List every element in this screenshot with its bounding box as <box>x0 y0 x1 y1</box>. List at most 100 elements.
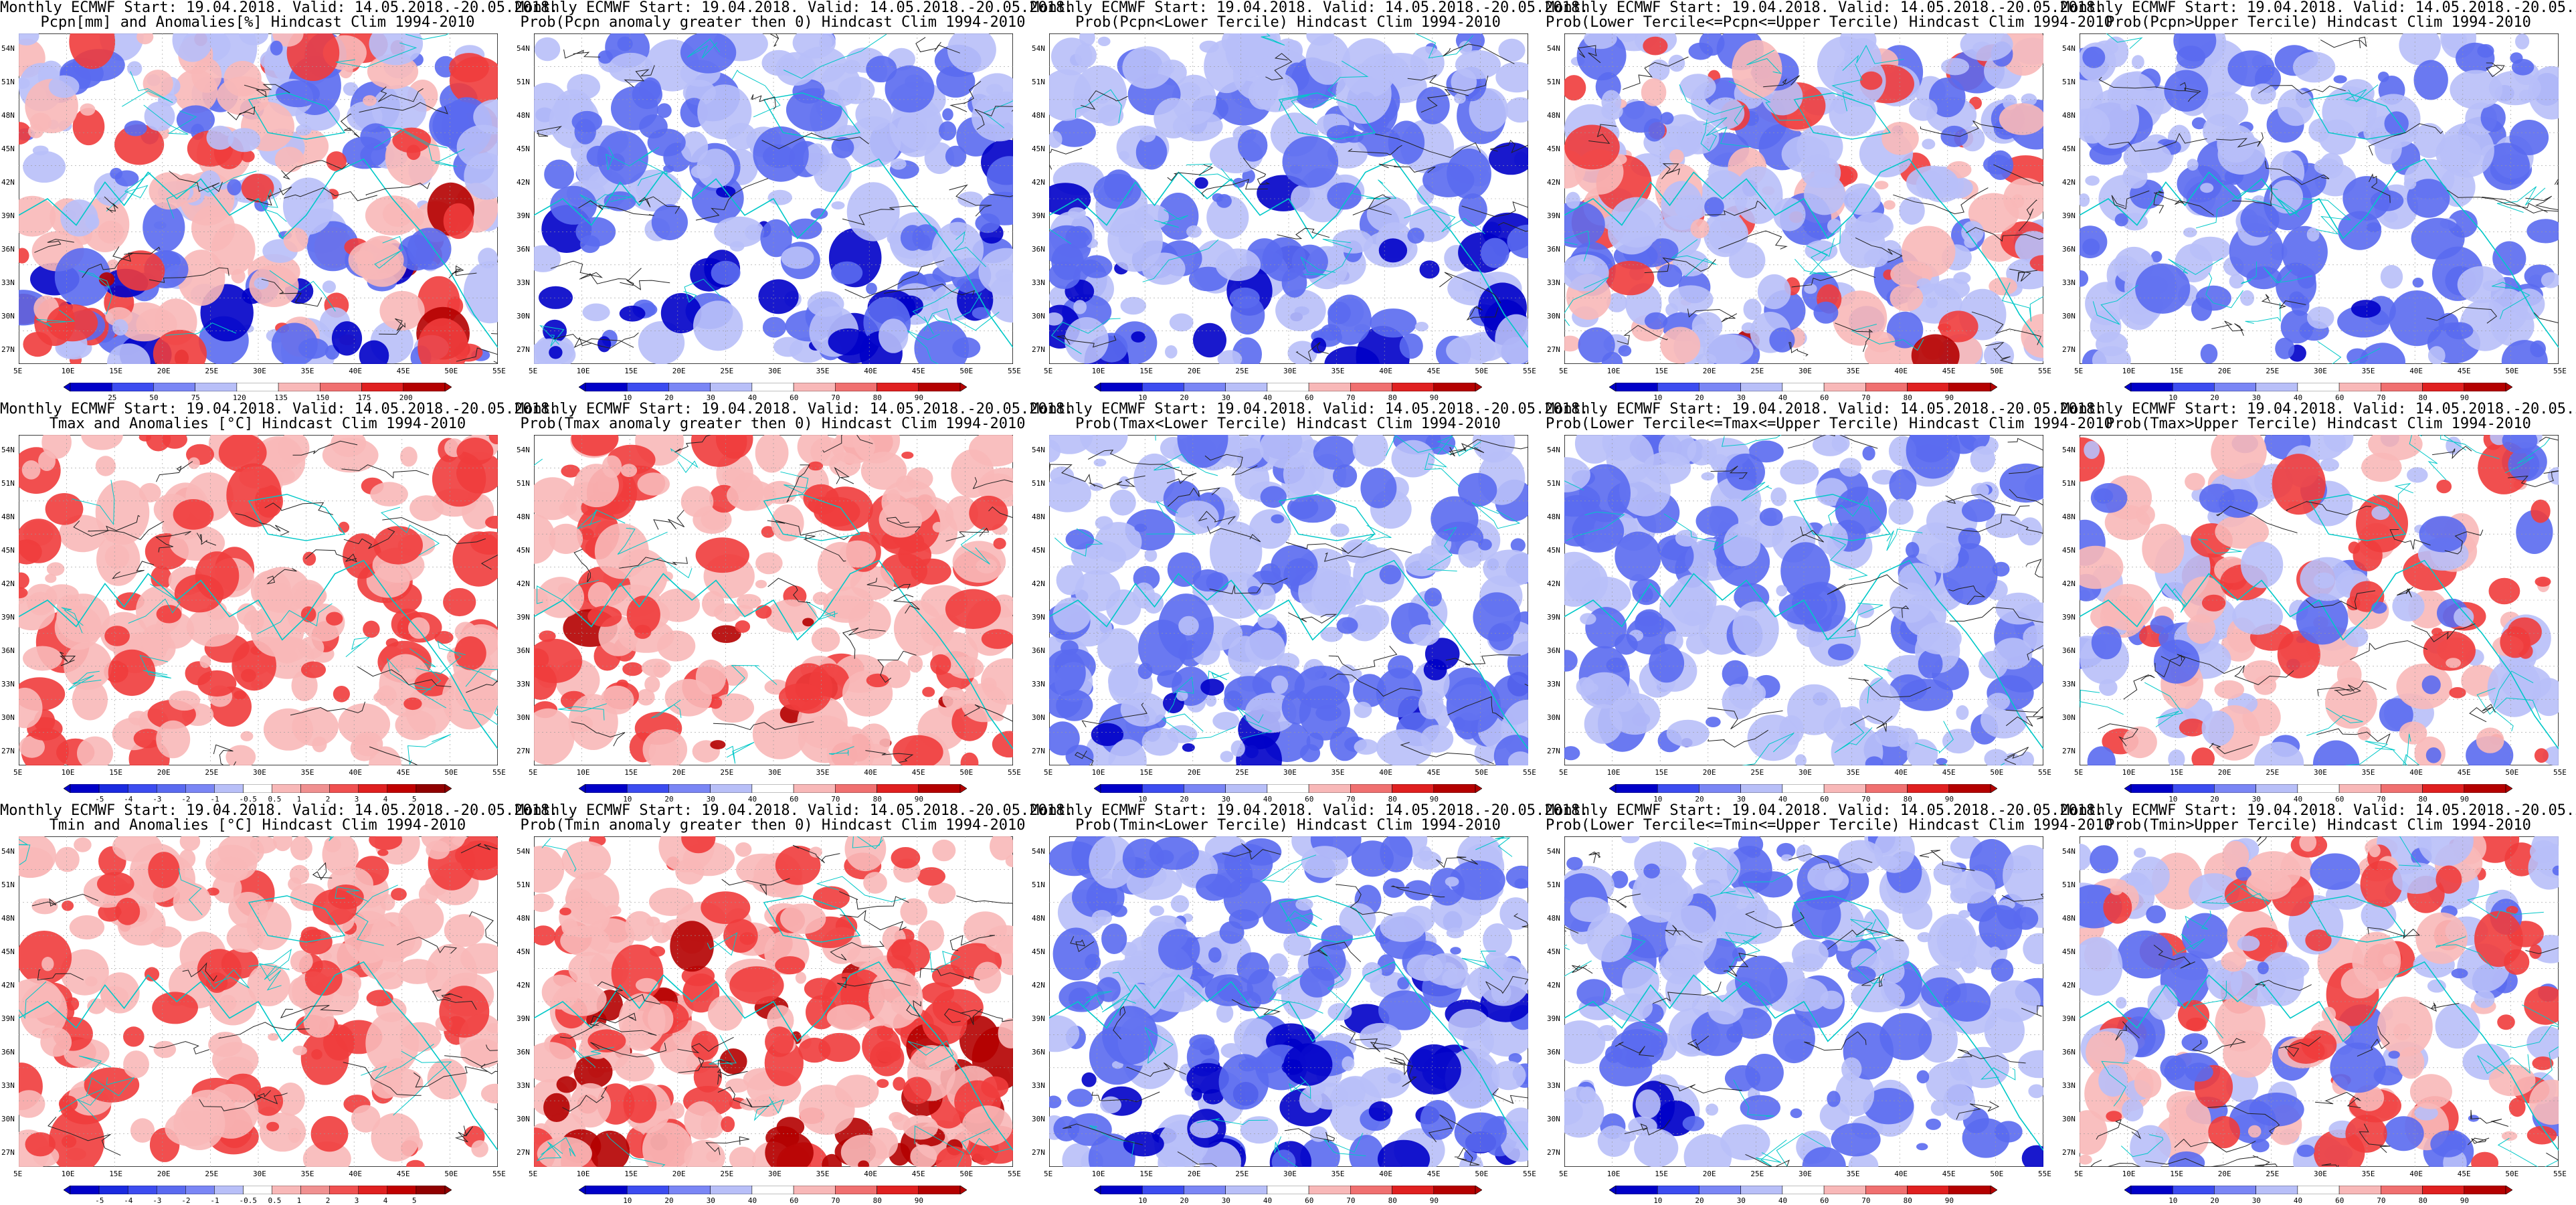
field-cell <box>582 303 610 322</box>
lat-tick-label: 48N <box>2062 513 2076 521</box>
lat-tick-label: 30N <box>1547 312 1560 320</box>
lat-tick-label: 30N <box>517 713 530 722</box>
colorbar-swatch <box>1308 1186 1351 1194</box>
field-cell <box>226 463 282 527</box>
field-cell <box>231 269 246 284</box>
field-cell <box>1283 933 1311 956</box>
field-cell <box>1431 496 1479 542</box>
field-cell <box>2202 91 2249 127</box>
field-cell <box>1933 860 1962 886</box>
lon-tick-label: 30E <box>1283 367 1297 375</box>
field-cell <box>2232 597 2283 635</box>
field-cell <box>1839 33 1877 56</box>
field-cell <box>1049 841 1101 876</box>
colorbar-label: 90 <box>2460 1196 2470 1205</box>
field-cell <box>1860 71 1883 90</box>
colorbar-label: 60 <box>1305 1196 1314 1205</box>
colorbar-swatch <box>2422 383 2465 391</box>
colorbar-label: 80 <box>1903 795 1912 804</box>
field-cell <box>241 173 274 203</box>
field-cell <box>1642 876 1693 913</box>
field-cell <box>693 300 743 351</box>
field-cell <box>626 595 660 634</box>
field-cell <box>2320 458 2339 472</box>
colorbar-swatch <box>185 1186 215 1194</box>
field-cell <box>735 842 752 857</box>
field-cell <box>116 250 165 291</box>
field-cell <box>1075 570 1121 612</box>
field-cell <box>1685 632 1710 654</box>
map-panel: Monthly ECMWF Start: 19.04.2018. Valid: … <box>2061 803 2576 1205</box>
field-cell <box>890 158 907 170</box>
field-cell <box>559 907 571 916</box>
field-cell <box>1135 134 1168 170</box>
field-cell <box>1918 649 1943 679</box>
coastline <box>1049 559 1528 749</box>
field-cell <box>1450 947 1461 955</box>
field-cell <box>133 729 162 749</box>
colorbar-swatch <box>2297 383 2340 391</box>
colorbar-label: 80 <box>872 795 882 804</box>
field-cell <box>1759 507 1783 527</box>
field-cell <box>2321 1006 2336 1022</box>
field-cell <box>414 671 451 697</box>
field-cell <box>1792 890 1841 939</box>
colorbar-swatch <box>2256 784 2298 793</box>
field-cell <box>2136 504 2155 525</box>
field-cell <box>1093 173 1141 209</box>
lon-tick-label: 20E <box>157 1170 171 1178</box>
colorbar-swatch <box>1350 1186 1392 1194</box>
field-cell <box>169 525 225 561</box>
panel-title-line2: Prob(Pcpn>Upper Tercile) Hindcast Clim 1… <box>2106 14 2531 31</box>
field-cell <box>2088 89 2140 149</box>
field-cell <box>173 499 214 530</box>
field-cell <box>1943 983 1991 1022</box>
field-cell <box>2098 1064 2128 1097</box>
field-cell <box>41 957 54 971</box>
field-cell <box>331 321 363 356</box>
field-cell <box>2086 1031 2126 1074</box>
colorbar-label: 90 <box>1429 1196 1439 1205</box>
lon-tick-label: 45E <box>1427 367 1441 375</box>
colorbar-label: 175 <box>357 393 371 402</box>
lat-tick-label: 30N <box>1 713 15 722</box>
field-cell <box>1879 937 1910 967</box>
lon-tick-label: 55E <box>1523 367 1536 375</box>
field-cell <box>1425 435 1456 455</box>
field-cell <box>1926 1118 1941 1130</box>
field-cell <box>931 964 965 988</box>
field-cell <box>930 654 951 675</box>
lat-tick-label: 39N <box>1 613 15 622</box>
lon-tick-label: 10E <box>61 1170 75 1178</box>
lon-tick-label: 5E <box>529 367 538 375</box>
colorbar-swatch <box>1433 383 1476 391</box>
field-cell <box>736 853 789 887</box>
field-cell <box>1338 1077 1366 1107</box>
colorbar-label: 10 <box>2169 795 2178 804</box>
colorbar-swatch <box>387 1186 417 1194</box>
field-cell <box>186 608 239 647</box>
lat-tick-label: 51N <box>1 880 15 889</box>
field-cell <box>767 189 792 205</box>
field-cell <box>2094 488 2114 504</box>
colorbar-swatch <box>877 1186 919 1194</box>
field-cell <box>1995 592 2042 625</box>
field-cell <box>1458 540 1483 568</box>
field-cell <box>1219 921 1245 944</box>
lon-tick-label: 30E <box>1799 1170 1812 1178</box>
field-cell <box>32 145 49 156</box>
field-cell <box>302 551 316 566</box>
field-cell <box>973 961 1002 994</box>
field-cell <box>480 1083 498 1104</box>
field-cell <box>651 204 688 241</box>
lat-tick-label: 45N <box>1547 145 1560 153</box>
field-cell <box>300 1030 349 1085</box>
field-cell <box>1101 923 1127 954</box>
field-cell <box>691 173 744 223</box>
field-cell <box>1299 744 1321 763</box>
lat-tick-label: 42N <box>1547 579 1560 588</box>
field-cell <box>1780 542 1831 600</box>
field-cell <box>2080 545 2124 589</box>
field-cell <box>72 679 108 721</box>
field-cell <box>144 967 160 982</box>
